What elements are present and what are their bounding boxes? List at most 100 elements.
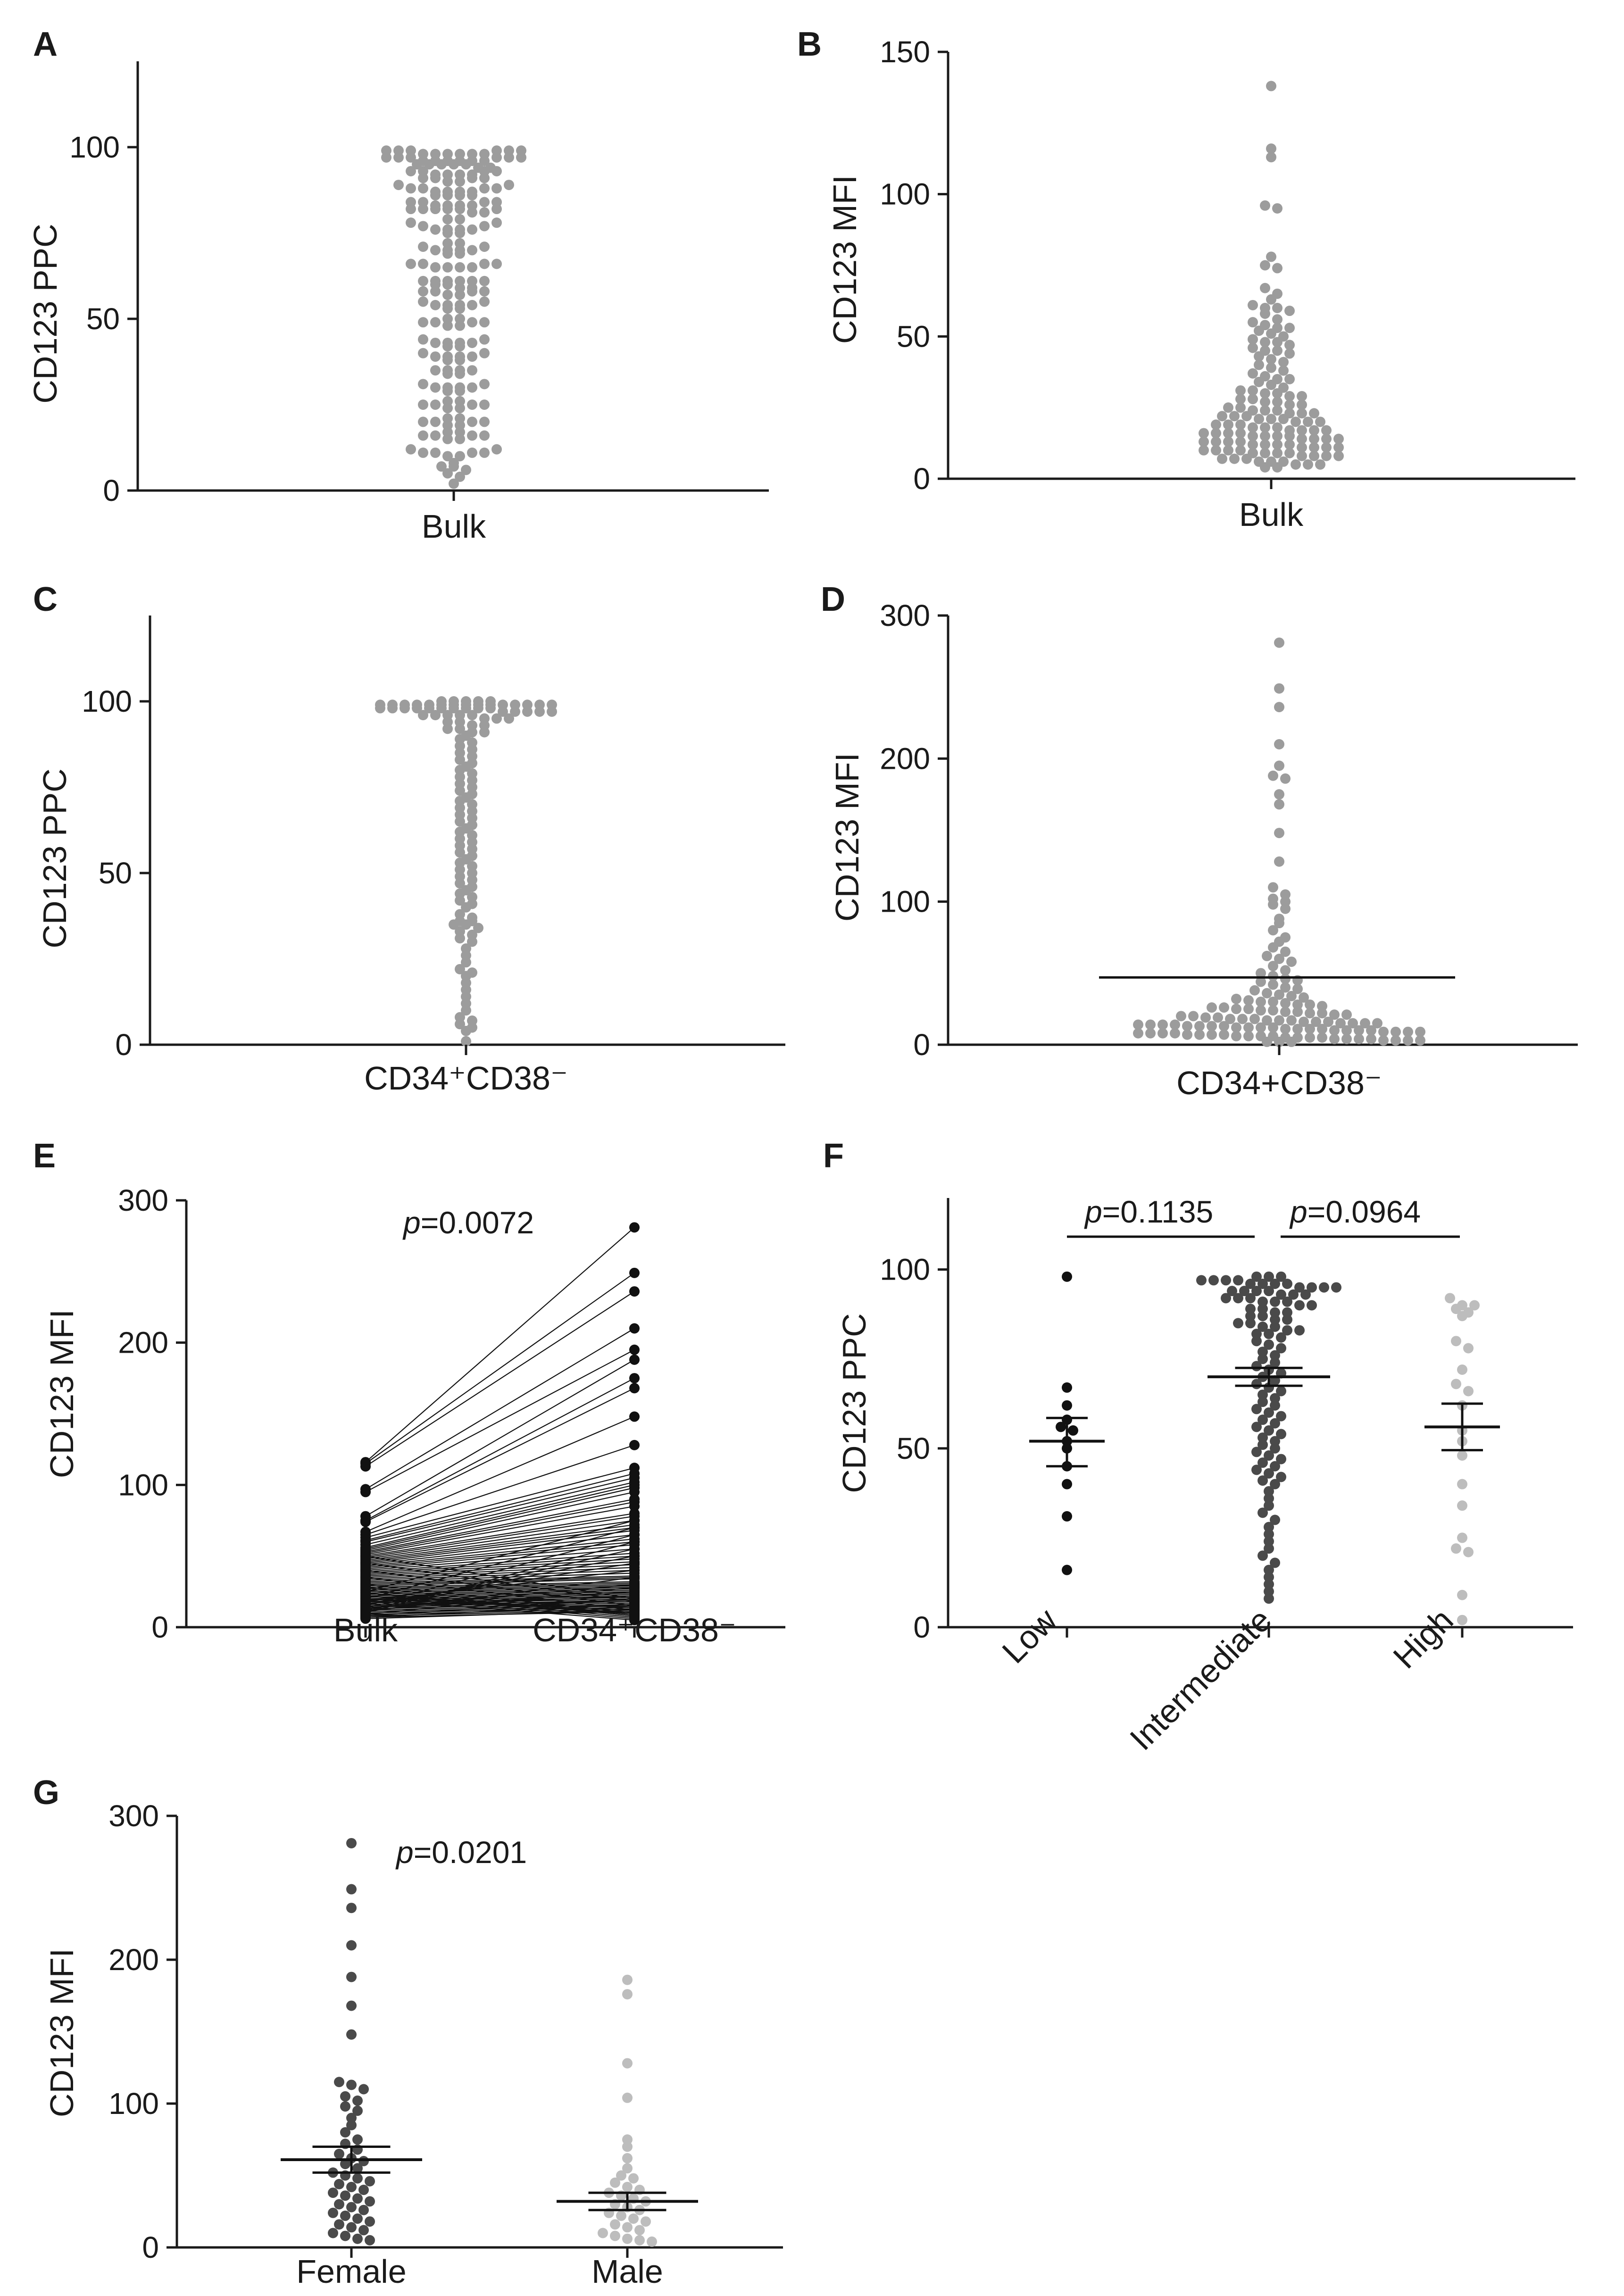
panel-f-pvalue-1: p=0.1135 xyxy=(1084,1194,1213,1229)
data-point xyxy=(455,186,465,197)
pair-point-bulk xyxy=(360,1461,371,1472)
data-point xyxy=(1280,982,1291,993)
data-point xyxy=(1268,971,1278,982)
panel-g-pvalue-value: =0.0201 xyxy=(414,1835,527,1870)
data-point xyxy=(1333,433,1344,444)
data-point xyxy=(1270,1436,1280,1447)
panel-g-pvalue: p=0.0201 xyxy=(395,1835,527,1870)
pair-line xyxy=(365,1498,635,1553)
pair-point-cd34 xyxy=(629,1522,640,1533)
data-point xyxy=(479,399,490,410)
data-point xyxy=(1258,1296,1268,1307)
panel-f-pvalue-2-p: p xyxy=(1289,1194,1308,1229)
data-point xyxy=(491,197,502,208)
panel-letter-e: E xyxy=(33,1137,56,1175)
panel-d-xlabel-cd34: CD34+CD38⁻ xyxy=(1176,1065,1382,1101)
data-point xyxy=(1286,1015,1297,1026)
data-point xyxy=(455,451,465,462)
data-point xyxy=(485,696,496,707)
data-point xyxy=(467,337,477,348)
data-point xyxy=(1260,405,1270,416)
data-point xyxy=(1457,1589,1467,1600)
data-point xyxy=(455,710,465,721)
data-point xyxy=(1260,320,1270,331)
data-point xyxy=(406,166,416,176)
data-point xyxy=(442,314,453,324)
data-point xyxy=(1231,1031,1241,1041)
pair-line xyxy=(365,1378,635,1521)
data-point xyxy=(334,2199,344,2210)
data-point xyxy=(467,382,477,393)
pair-line xyxy=(365,1592,635,1615)
panel-e-ytick-label: 0 xyxy=(151,1610,168,1644)
data-point xyxy=(1280,773,1291,784)
data-point xyxy=(1264,1500,1274,1511)
data-point xyxy=(418,430,428,441)
data-point xyxy=(634,2225,645,2236)
data-point xyxy=(1264,1493,1274,1504)
data-point xyxy=(1217,453,1227,464)
data-point xyxy=(1274,1015,1284,1026)
data-point xyxy=(1264,1564,1274,1575)
data-point xyxy=(1258,1354,1268,1364)
data-point xyxy=(622,2233,633,2244)
data-point xyxy=(1266,143,1276,154)
panel-d-axes: 0 100 200 300 xyxy=(880,599,1578,1062)
pair-point-cd34 xyxy=(629,1501,640,1512)
data-point xyxy=(1268,997,1278,1007)
data-point xyxy=(467,169,477,180)
data-point xyxy=(1235,419,1246,430)
data-point xyxy=(1272,397,1283,408)
data-point xyxy=(1331,1282,1341,1293)
panel-b-xlabel-bulk: Bulk xyxy=(1239,496,1304,533)
data-point xyxy=(340,2230,350,2241)
data-point xyxy=(1284,439,1295,450)
data-point xyxy=(418,348,428,358)
data-point xyxy=(1254,414,1264,424)
data-point xyxy=(1248,439,1258,450)
data-point xyxy=(1062,1479,1072,1489)
data-point xyxy=(1254,456,1264,467)
data-point xyxy=(1276,1472,1286,1482)
panel-d-ytick-label: 300 xyxy=(880,599,930,632)
data-point xyxy=(1297,391,1307,402)
panel-f-axes: 0 50 100 xyxy=(880,1198,1573,1644)
data-point xyxy=(1317,1008,1327,1019)
chart-marks: 0 50 100 0 50 100 150 0 50 100 0 100 200 300 0 100 200 30… xyxy=(69,35,1578,2264)
data-point xyxy=(1258,1439,1268,1450)
data-point xyxy=(442,337,453,348)
data-point xyxy=(1303,459,1313,470)
data-point xyxy=(1268,1005,1278,1016)
pair-point-bulk xyxy=(360,1565,371,1576)
data-point xyxy=(1307,1300,1317,1311)
data-point xyxy=(418,197,428,208)
data-point xyxy=(479,317,490,328)
data-point xyxy=(1270,1307,1280,1318)
data-point xyxy=(430,169,441,180)
data-point xyxy=(430,337,441,348)
data-point xyxy=(1372,1018,1382,1029)
data-point xyxy=(467,447,477,458)
panel-letter-g: G xyxy=(33,1774,59,1812)
data-point xyxy=(498,699,508,710)
data-point xyxy=(436,461,447,472)
data-point xyxy=(1294,1300,1305,1311)
data-point xyxy=(406,183,416,194)
data-point xyxy=(491,145,502,156)
data-point xyxy=(358,2156,369,2166)
data-point xyxy=(1329,1009,1340,1020)
data-point xyxy=(1451,1543,1461,1554)
data-point xyxy=(1264,1529,1274,1539)
data-point xyxy=(628,2213,639,2224)
panel-d: D CD123 MFI CD34+CD38⁻ xyxy=(821,581,1382,1101)
data-point xyxy=(1457,1364,1467,1375)
panel-e-pairs xyxy=(360,1222,640,1625)
panel-b-axes: 0 50 100 150 xyxy=(880,35,1575,496)
pair-line xyxy=(365,1515,635,1558)
pair-line xyxy=(365,1520,635,1592)
data-point xyxy=(1256,968,1266,979)
data-point xyxy=(1280,932,1291,943)
data-point xyxy=(1260,431,1270,441)
data-point xyxy=(346,1903,357,1913)
